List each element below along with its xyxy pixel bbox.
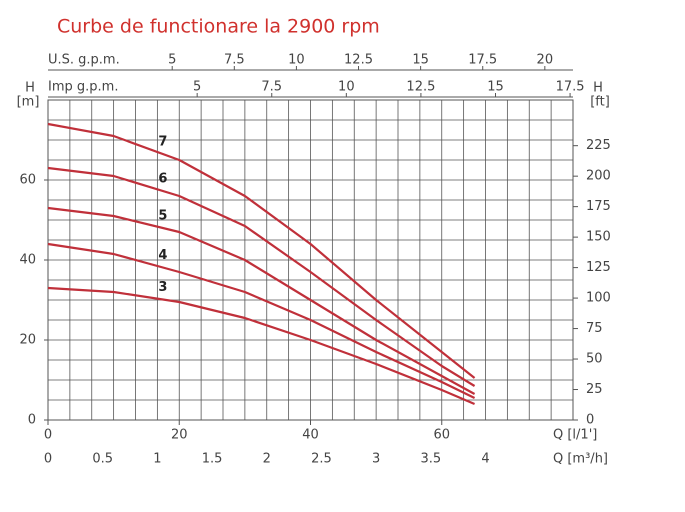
secondary-axis-label: Q [m³/h] (553, 452, 608, 467)
secondary-tick-label: 2.5 (311, 452, 332, 467)
pump-curve (47, 286, 475, 406)
pump-curve (47, 166, 476, 387)
pump-curve (47, 122, 476, 379)
secondary-tick-label: 10 (338, 80, 355, 95)
secondary-tick-label: 10 (288, 53, 305, 68)
secondary-tick-label: 4 (481, 452, 489, 467)
secondary-tick-label: 3.5 (420, 452, 441, 467)
secondary-tick-label: 15 (412, 53, 429, 68)
curve-label: 5 (158, 209, 167, 224)
y2-tick-label: 150 (586, 230, 611, 245)
y-tick-label: 60 (19, 173, 36, 188)
pump-curve (47, 206, 476, 395)
y2-tick-label: 175 (586, 199, 611, 214)
y-axis-label: H (25, 81, 35, 96)
curve-label: 4 (158, 248, 167, 263)
y2-tick-label: 50 (586, 352, 603, 367)
secondary-tick-label: 2 (263, 452, 271, 467)
y2-axis-label: H (593, 81, 603, 96)
x-axis-label: Q [l/1'] (553, 428, 597, 443)
secondary-axis-label: Imp g.p.m. (48, 80, 118, 95)
y-tick-label: 40 (19, 253, 36, 268)
secondary-tick-label: 5 (193, 80, 201, 95)
y-axis-unit: [m] (17, 95, 40, 110)
secondary-tick-label: 1.5 (202, 452, 223, 467)
secondary-tick-label: 7.5 (261, 80, 282, 95)
x-tick-label: 0 (44, 428, 52, 443)
secondary-tick-label: 17.5 (468, 53, 497, 68)
y2-tick-label: 0 (586, 413, 594, 428)
x-tick-label: 20 (171, 428, 188, 443)
pump-curve (47, 242, 476, 399)
y2-axis-unit: [ft] (590, 95, 610, 110)
y-tick-label: 0 (28, 413, 36, 428)
secondary-tick-label: 3 (372, 452, 380, 467)
y2-tick-label: 75 (586, 321, 603, 336)
y-tick-label: 20 (19, 333, 36, 348)
x-tick-label: 40 (302, 428, 319, 443)
secondary-tick-label: 5 (168, 53, 176, 68)
secondary-axis-label: U.S. g.p.m. (48, 53, 120, 68)
curve-label: 7 (158, 135, 167, 150)
y2-tick-label: 225 (586, 138, 611, 153)
y2-tick-label: 125 (586, 260, 611, 275)
secondary-tick-label: 12.5 (344, 53, 373, 68)
curve-label: 6 (158, 172, 167, 187)
curve-label: 3 (158, 280, 167, 295)
secondary-tick-label: 7.5 (224, 53, 245, 68)
x-tick-label: 60 (433, 428, 450, 443)
secondary-tick-label: 17.5 (556, 80, 585, 95)
chart-title: Curbe de functionare la 2900 rpm (57, 16, 380, 38)
secondary-tick-label: 15 (487, 80, 504, 95)
y2-tick-label: 25 (586, 382, 603, 397)
secondary-tick-label: 20 (537, 53, 554, 68)
secondary-tick-label: 12.5 (406, 80, 435, 95)
secondary-tick-label: 0.5 (92, 452, 113, 467)
y2-tick-label: 100 (586, 291, 611, 306)
secondary-tick-label: 0 (44, 452, 52, 467)
y2-tick-label: 200 (586, 169, 611, 184)
secondary-tick-label: 1 (153, 452, 161, 467)
